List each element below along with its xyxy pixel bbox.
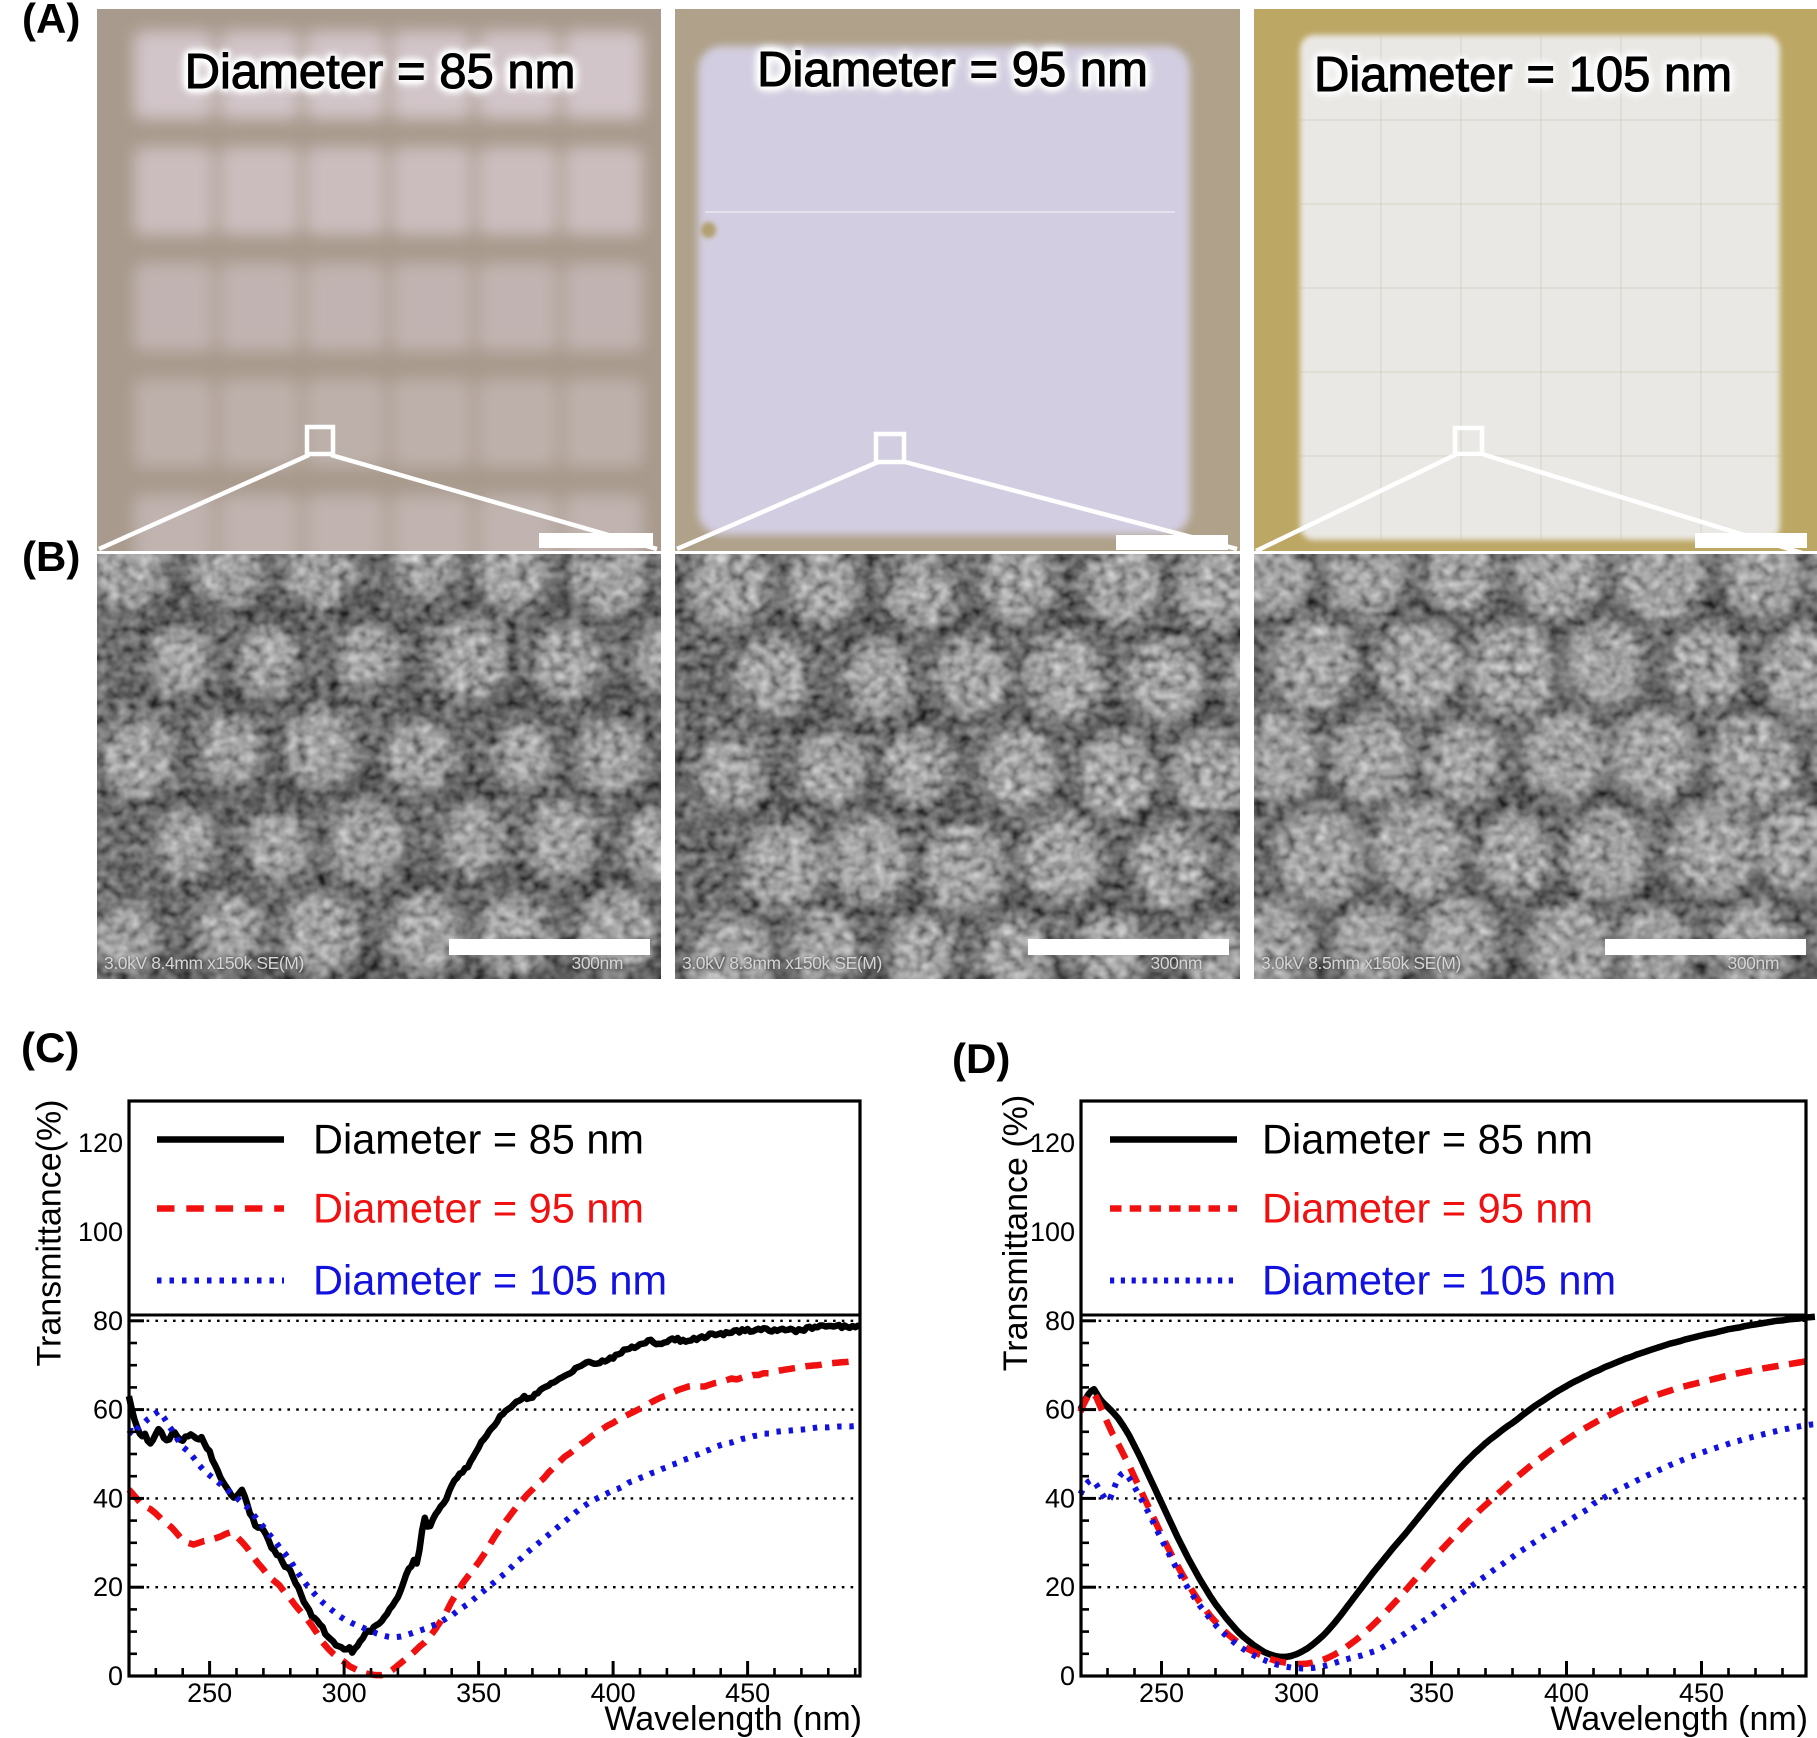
svg-text:20: 20	[93, 1572, 123, 1602]
svg-text:80: 80	[93, 1306, 123, 1336]
svg-text:0: 0	[1060, 1661, 1075, 1691]
svg-text:40: 40	[93, 1483, 123, 1513]
svg-text:Diameter = 105 nm: Diameter = 105 nm	[313, 1257, 667, 1304]
svg-text:20: 20	[1045, 1572, 1075, 1602]
svg-text:450: 450	[1679, 1678, 1724, 1708]
svg-text:Diameter = 95 nm: Diameter = 95 nm	[1262, 1185, 1593, 1232]
svg-text:Diameter = 105 nm: Diameter = 105 nm	[1262, 1257, 1616, 1304]
svg-text:Diameter = 85 nm: Diameter = 85 nm	[1262, 1116, 1593, 1163]
svg-text:Transmittance(%): Transmittance(%)	[31, 1099, 69, 1366]
svg-text:Diameter = 95 nm: Diameter = 95 nm	[313, 1185, 644, 1232]
svg-text:350: 350	[1409, 1678, 1454, 1708]
svg-text:60: 60	[93, 1395, 123, 1425]
svg-text:Wavelength (nm): Wavelength (nm)	[1550, 1700, 1808, 1738]
svg-text:400: 400	[591, 1678, 636, 1708]
svg-text:60: 60	[1045, 1395, 1075, 1425]
svg-text:250: 250	[1139, 1678, 1184, 1708]
svg-text:250: 250	[187, 1678, 232, 1708]
svg-text:300: 300	[322, 1678, 367, 1708]
svg-text:100: 100	[1030, 1217, 1075, 1247]
svg-text:450: 450	[725, 1678, 770, 1708]
svg-text:Diameter = 85 nm: Diameter = 85 nm	[313, 1116, 644, 1163]
svg-text:40: 40	[1045, 1483, 1075, 1513]
svg-text:0: 0	[108, 1661, 123, 1691]
svg-text:80: 80	[1045, 1306, 1075, 1336]
svg-text:Transmittance (%): Transmittance (%)	[997, 1095, 1035, 1371]
svg-text:350: 350	[456, 1678, 501, 1708]
svg-text:100: 100	[78, 1217, 123, 1247]
svg-text:120: 120	[78, 1128, 123, 1158]
svg-text:300: 300	[1274, 1678, 1319, 1708]
svg-text:400: 400	[1544, 1678, 1589, 1708]
svg-text:120: 120	[1030, 1128, 1075, 1158]
svg-text:Wavelength (nm): Wavelength (nm)	[604, 1700, 862, 1738]
